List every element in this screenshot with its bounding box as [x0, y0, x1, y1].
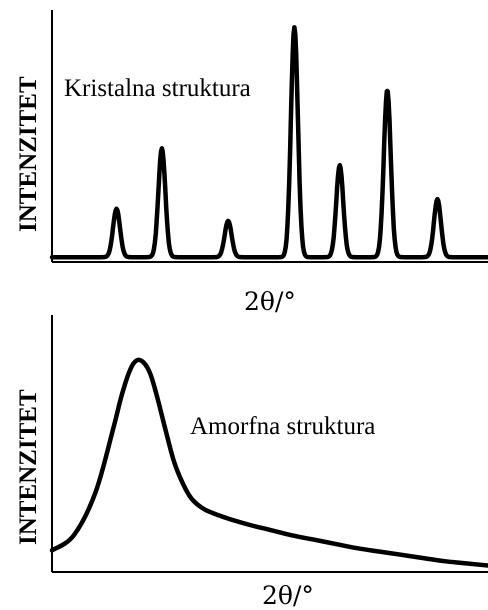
- crystalline-peak-4: [292, 25, 296, 29]
- crystalline-peak-1: [115, 207, 119, 211]
- crystalline-peak-2: [160, 146, 164, 150]
- top-x-axis-label: 2θ/°: [244, 287, 296, 316]
- crystalline-annotation: Kristalna struktura: [64, 75, 251, 102]
- crystalline-peak-7: [435, 197, 439, 201]
- crystalline-chart: INTENZITET Kristalna struktura 2θ/°: [15, 10, 488, 316]
- amorphous-annotation: Amorfna struktura: [190, 413, 375, 440]
- crystalline-series-line: [49, 25, 488, 260]
- bottom-x-axis-label: 2θ/°: [262, 581, 314, 610]
- top-y-axis-label: INTENZITET: [15, 76, 42, 232]
- crystalline-peak-6: [385, 88, 389, 92]
- crystalline-peak-3: [226, 219, 230, 223]
- amorphous-series-line: [49, 357, 488, 568]
- bottom-y-axis-label: INTENZITET: [15, 389, 42, 545]
- crystalline-peak-5: [338, 163, 342, 167]
- amorphous-chart: INTENZITET Amorfna struktura 2θ/°: [15, 315, 488, 610]
